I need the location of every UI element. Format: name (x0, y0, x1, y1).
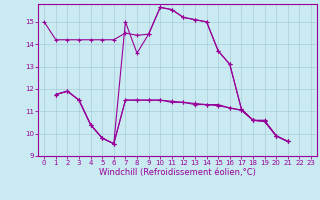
X-axis label: Windchill (Refroidissement éolien,°C): Windchill (Refroidissement éolien,°C) (99, 168, 256, 177)
